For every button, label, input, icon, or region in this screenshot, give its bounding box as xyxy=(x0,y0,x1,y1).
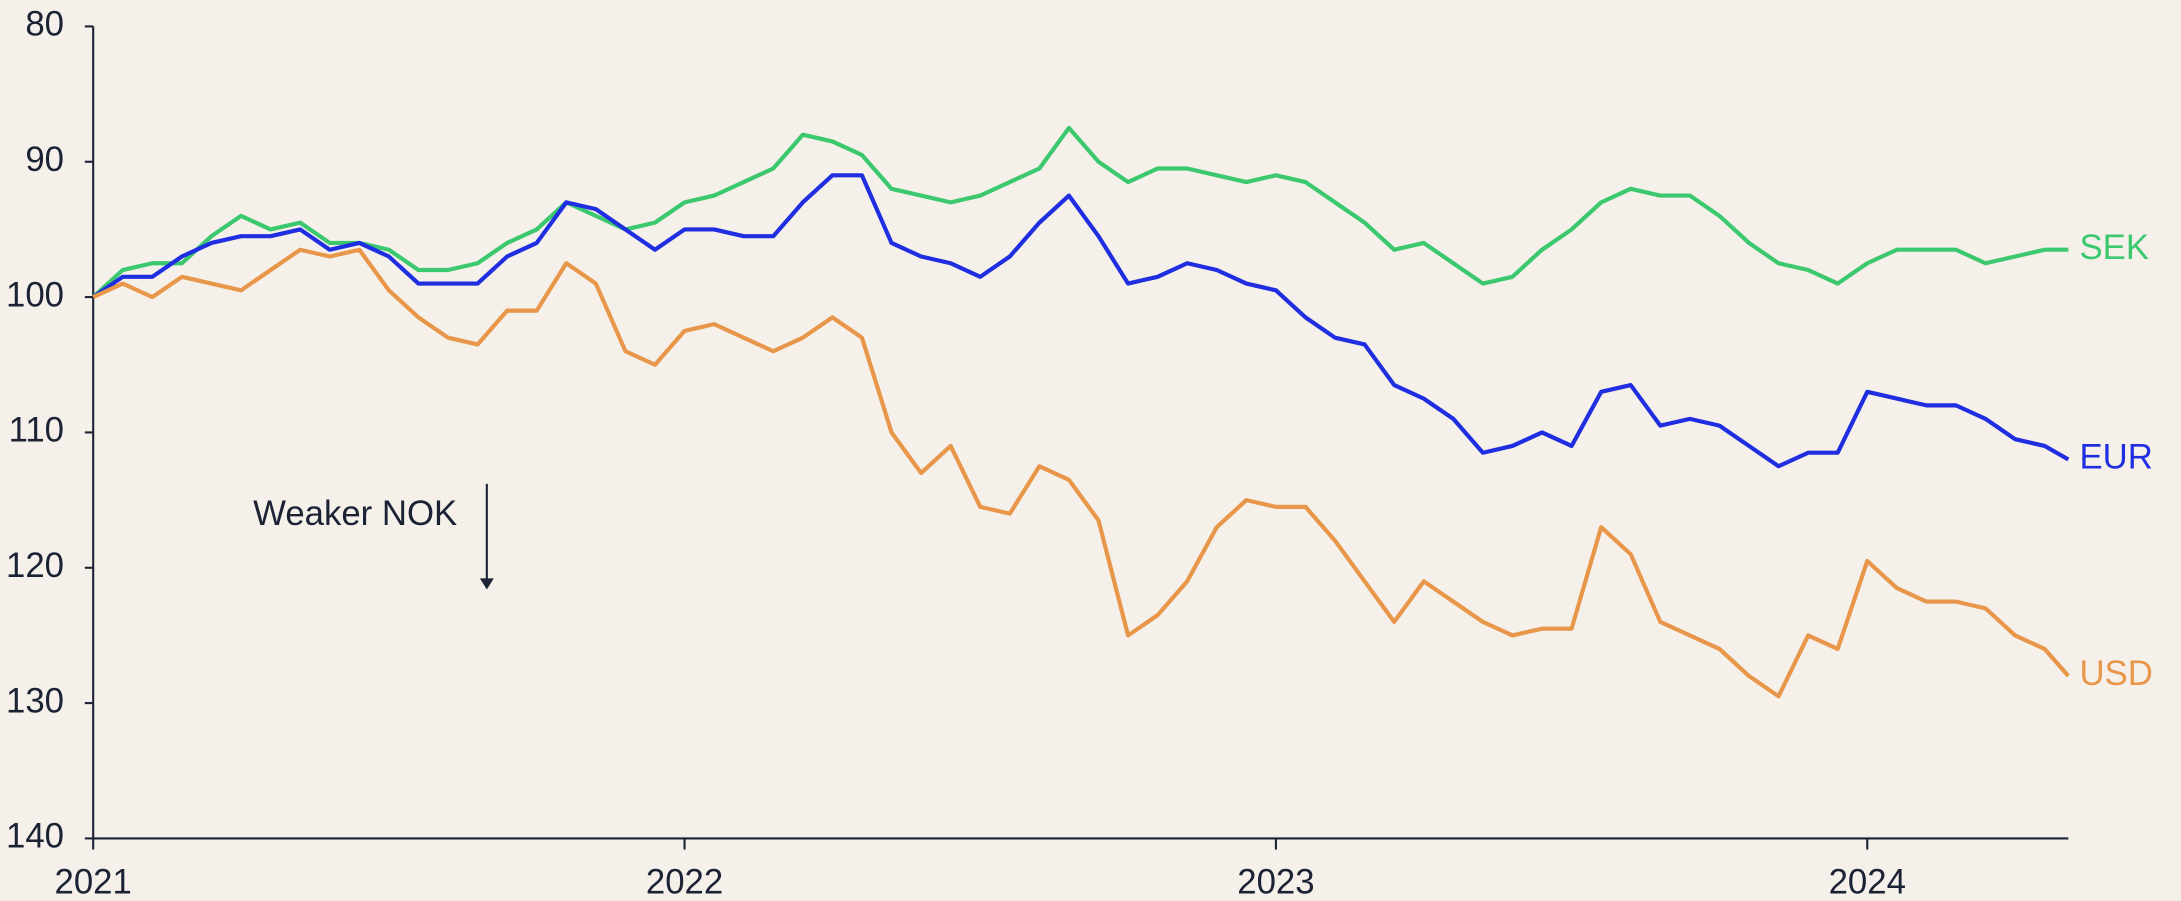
series-label: SEK xyxy=(2079,229,2149,267)
series-line xyxy=(92,247,2070,699)
x-tick-label: 2021 xyxy=(55,864,132,901)
y-tick-label: 140 xyxy=(6,818,64,856)
x-tick-label: 2022 xyxy=(646,864,723,901)
y-tick-label: 110 xyxy=(9,412,64,450)
y-tick-label: 100 xyxy=(6,276,64,314)
y-tick-label: 130 xyxy=(6,682,64,720)
series-line xyxy=(92,173,2070,469)
annotation: Weaker NOK xyxy=(253,495,457,533)
x-tick-label: 2023 xyxy=(1237,864,1314,901)
series-label: USD xyxy=(2079,655,2152,693)
annotation-arrowhead xyxy=(479,578,494,590)
y-tick-label: 80 xyxy=(25,6,64,44)
series-label: EUR xyxy=(2079,439,2152,477)
y-tick-label: 120 xyxy=(6,547,64,585)
y-tick-label: 90 xyxy=(25,141,64,179)
x-tick-label: 2024 xyxy=(1829,864,1906,901)
series-line xyxy=(91,125,2069,299)
